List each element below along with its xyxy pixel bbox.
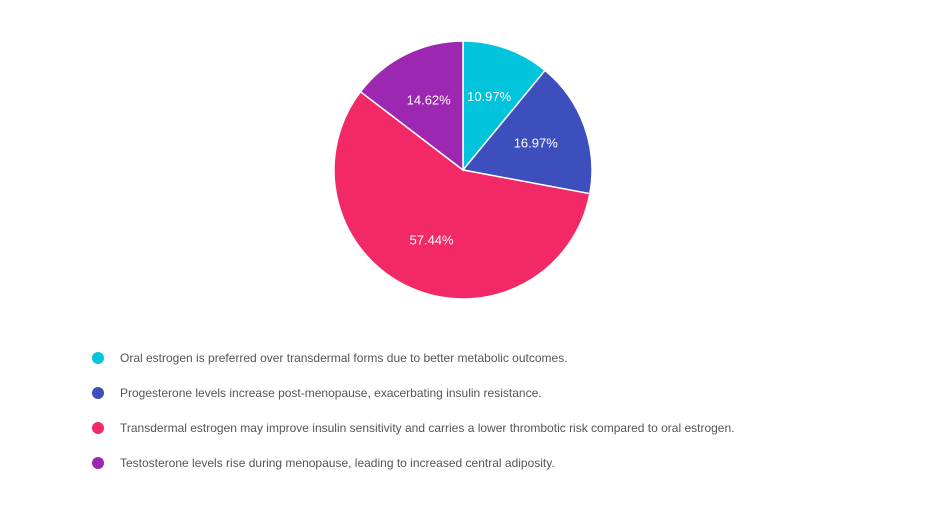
- legend: Oral estrogen is preferred over transder…: [92, 340, 912, 480]
- pie-slice[interactable]: [462, 40, 547, 173]
- slice-percent-label: 16.97%: [514, 136, 559, 151]
- slice-percent-label: 10.97%: [467, 89, 512, 104]
- legend-label: Transdermal estrogen may improve insulin…: [120, 420, 735, 435]
- legend-item[interactable]: Testosterone levels rise during menopaus…: [92, 445, 912, 480]
- pie-slice[interactable]: [461, 69, 593, 195]
- legend-label: Progesterone levels increase post-menopa…: [120, 385, 542, 400]
- legend-marker: [92, 421, 104, 434]
- legend-item[interactable]: Oral estrogen is preferred over transder…: [92, 340, 912, 375]
- legend-item[interactable]: Progesterone levels increase post-menopa…: [92, 375, 912, 410]
- slice-percent-label: 14.62%: [407, 93, 452, 108]
- legend-marker: [92, 351, 104, 364]
- legend-marker: [92, 386, 104, 399]
- legend-label: Oral estrogen is preferred over transder…: [120, 350, 568, 365]
- slice-percent-label: 57.44%: [410, 233, 455, 248]
- pie-chart: 10.97% 16.97% 57.44% 14.62%: [333, 40, 593, 300]
- legend-marker: [92, 456, 104, 469]
- legend-item[interactable]: Transdermal estrogen may improve insulin…: [92, 410, 912, 445]
- pie-slice[interactable]: [359, 40, 464, 172]
- legend-label: Testosterone levels rise during menopaus…: [120, 455, 555, 470]
- pie-chart-svg: 10.97% 16.97% 57.44% 14.62%: [333, 40, 593, 300]
- pie-slice[interactable]: [333, 90, 591, 300]
